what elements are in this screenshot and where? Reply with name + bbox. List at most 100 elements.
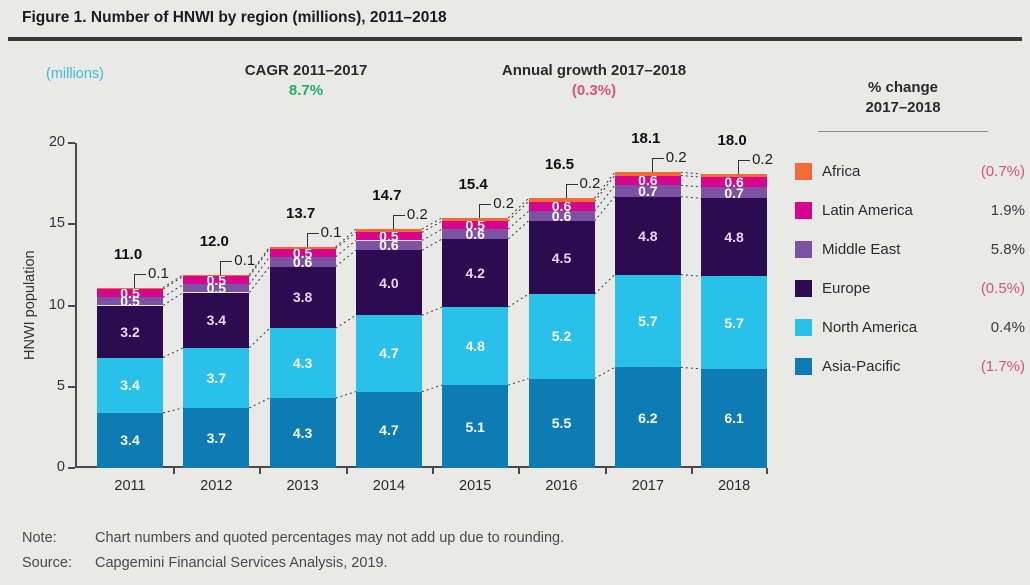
- bar-2011-asia-pacific: [97, 412, 163, 469]
- bar-value-2011-middle-east: 0.5: [120, 293, 140, 310]
- y-axis-label-5: 5: [56, 377, 65, 394]
- x-axis-tick: [518, 468, 521, 474]
- legend-title-line2: 2017–2018: [865, 99, 941, 117]
- bar-value-2012-europe: 3.4: [206, 312, 227, 329]
- callout-bracket-2012: [220, 260, 233, 275]
- axis-units-label: (millions): [46, 66, 104, 82]
- x-axis-label-2016: 2016: [545, 478, 578, 494]
- bar-value-2013-north-america: 4.3: [292, 355, 313, 372]
- bar-value-2017-north-america: 5.7: [638, 312, 658, 329]
- connector-line: [680, 366, 702, 370]
- bar-value-2018-north-america: 5.7: [724, 314, 744, 331]
- legend-item-north-america: North America 0.4%: [795, 318, 1025, 336]
- segment-connector-lines: [162, 171, 702, 414]
- annual-growth-label: Annual growth 2017–2018: [501, 62, 687, 79]
- note-text: Chart numbers and quoted percentages may…: [95, 530, 565, 546]
- x-axis-label-2013: 2013: [286, 478, 319, 494]
- bar-2013-asia-pacific: [269, 398, 336, 468]
- bar-2016-africa: [528, 198, 595, 202]
- connector-line: [421, 220, 443, 233]
- connector-line: [594, 171, 616, 199]
- bar-value-2014-middle-east: 0.6: [379, 237, 399, 254]
- bar-value-2014-north-america: 4.7: [379, 345, 399, 362]
- bar-2012-africa: [183, 274, 250, 277]
- title-divider-rule: [8, 37, 1022, 41]
- legend-swatch-middle-east: [795, 240, 812, 258]
- connector-line: [421, 306, 443, 316]
- callout-bracket-2017: [651, 158, 664, 173]
- legend-item-asia-pacific: Asia-Pacific (1.7%): [795, 357, 1025, 375]
- x-axis-label-2018: 2018: [717, 478, 751, 494]
- connector-line: [680, 274, 702, 277]
- legend-swatch-north-america: [795, 318, 812, 336]
- bar-value-2016-latin-america: 0.6: [551, 198, 572, 215]
- legend: Africa (0.7%) Latin America 1.9% Middle …: [795, 162, 1025, 396]
- bar-value-2018-middle-east: 0.7: [724, 184, 744, 201]
- legend-swatch-asia-pacific: [795, 357, 812, 375]
- bar-value-2014-latin-america: 0.5: [379, 228, 399, 245]
- legend-swatch-europe: [795, 279, 812, 297]
- cagr-value: 8.7%: [288, 82, 324, 99]
- bar-2018-north-america: [701, 276, 768, 369]
- callout-bracket-2013: [306, 233, 319, 247]
- bar-2013-africa: [269, 247, 336, 249]
- bar-value-2017-asia-pacific: 6.2: [638, 409, 658, 426]
- bar-2016-asia-pacific: [528, 378, 595, 468]
- bar-2018-europe: [701, 198, 768, 277]
- bar-2012-asia-pacific: [183, 407, 250, 468]
- legend-change-value: (1.7%): [980, 357, 1025, 375]
- connector-line: [162, 283, 184, 298]
- connector-line: [594, 366, 616, 380]
- bar-2015-europe: [442, 238, 509, 308]
- bar-value-2018-europe: 4.8: [724, 229, 744, 246]
- bar-2012-north-america: [183, 347, 250, 408]
- bar-2013-europe: [269, 266, 336, 329]
- bar-value-2013-asia-pacific: 4.3: [292, 425, 313, 442]
- legend-title: % change 2017–2018: [818, 78, 988, 132]
- connector-line: [508, 378, 529, 386]
- bar-2012-europe: [183, 292, 250, 348]
- callout-value-2018-africa: 0.2: [752, 150, 773, 168]
- bar-value-2016-middle-east: 0.6: [551, 208, 572, 225]
- bar-2016-europe: [528, 221, 595, 295]
- annual-growth-block: Annual growth 2017–2018 (0.3%): [494, 62, 694, 99]
- x-axis-tick: [259, 468, 262, 474]
- bar-value-2012-latin-america: 0.5: [206, 272, 227, 289]
- figure-title: Figure 1. Number of HNWI by region (mill…: [22, 9, 447, 26]
- connector-line: [162, 275, 184, 290]
- bar-2016-middle-east: [528, 211, 595, 222]
- bar-2011-north-america: [97, 357, 163, 413]
- connector-line: [680, 171, 702, 175]
- bar-2015-middle-east: [442, 229, 509, 239]
- connector-line: [335, 249, 357, 267]
- legend-change-value: 5.8%: [990, 240, 1025, 258]
- connector-line: [162, 292, 184, 306]
- bar-2014-middle-east: [355, 240, 422, 251]
- legend-title-line1: % change: [867, 79, 939, 96]
- bar-2016-north-america: [528, 294, 595, 379]
- connector-line: [680, 175, 702, 178]
- bar-2014-africa: [355, 229, 422, 233]
- bar-2013-latin-america: [269, 248, 336, 257]
- bar-value-2015-latin-america: 0.5: [465, 217, 485, 234]
- x-axis-label-2015: 2015: [459, 478, 492, 494]
- bar-value-2016-north-america: 5.2: [551, 328, 572, 345]
- legend-label: Asia-Pacific: [822, 357, 901, 375]
- bar-value-2015-middle-east: 0.6: [465, 226, 485, 242]
- connector-line: [162, 407, 184, 414]
- bar-2014-asia-pacific: [355, 391, 422, 468]
- bar-total-2011: 11.0: [113, 245, 143, 263]
- x-axis-label-2017: 2017: [631, 478, 664, 494]
- bar-value-2017-latin-america: 0.6: [638, 172, 658, 189]
- legend-item-latin-america: Latin America 1.9%: [795, 201, 1025, 219]
- bar-2011-africa: [97, 287, 163, 290]
- bar-2015-north-america: [442, 307, 509, 386]
- callout-bracket-2016: [565, 184, 578, 199]
- bar-value-2017-middle-east: 0.7: [638, 182, 658, 199]
- bar-2017-asia-pacific: [614, 367, 681, 469]
- legend-label: Europe: [822, 279, 871, 297]
- bar-total-2014: 14.7: [372, 187, 402, 205]
- y-axis-tick: [68, 385, 75, 388]
- bar-2018-latin-america: [701, 177, 768, 187]
